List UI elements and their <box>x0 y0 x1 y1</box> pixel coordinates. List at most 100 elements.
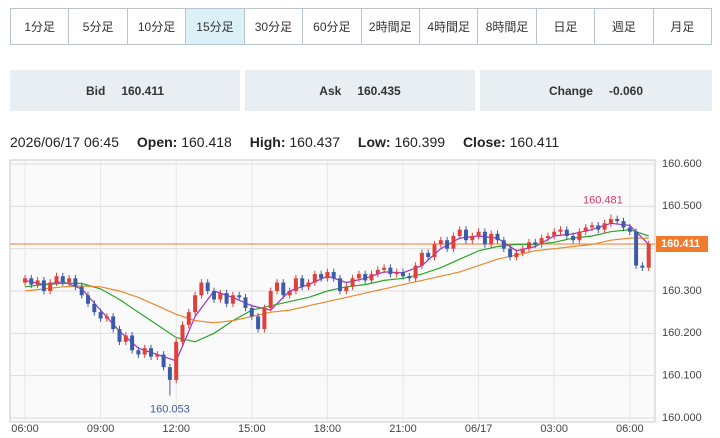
y-tick-label: 160.200 <box>662 327 702 339</box>
candle-body <box>438 240 443 245</box>
candle-body <box>426 252 431 258</box>
candle-body <box>331 271 336 279</box>
candle-body <box>237 295 242 298</box>
candle-body <box>344 286 349 291</box>
candle-body <box>29 278 34 285</box>
timeframe-tab[interactable]: 8時間足 <box>478 9 537 44</box>
candle-body <box>413 265 418 279</box>
candle-body <box>117 329 122 342</box>
candle-body <box>533 242 538 245</box>
timeframe-tab[interactable]: 30分足 <box>245 9 304 44</box>
candle-body <box>558 229 563 232</box>
change-label: Change <box>548 83 593 98</box>
candle-body <box>243 297 248 308</box>
candle-body <box>476 231 481 236</box>
x-tick-label: 06:00 <box>616 423 644 435</box>
candle-body <box>193 295 198 313</box>
moving-average <box>24 228 649 343</box>
annotation: 160.481 <box>583 194 623 206</box>
candle-body <box>577 231 582 241</box>
y-tick-label: 160.000 <box>662 412 702 424</box>
candle-body <box>646 244 651 268</box>
candle-body <box>621 221 626 228</box>
timeframe-tab[interactable]: 60分足 <box>303 9 362 44</box>
timeframe-tab[interactable]: 週足 <box>595 9 654 44</box>
x-tick-label: 21:00 <box>389 423 417 435</box>
candle-body <box>338 278 342 291</box>
candle-body <box>293 278 298 291</box>
candle-body <box>564 229 569 236</box>
candle-body <box>464 229 468 241</box>
ask-label: Ask <box>319 83 342 98</box>
candle-body <box>48 282 53 291</box>
timeframe-tab[interactable]: 10分足 <box>128 9 187 44</box>
candle-body <box>590 225 594 228</box>
x-tick-label: 12:00 <box>162 423 190 435</box>
timeframe-tab[interactable]: 5分足 <box>69 9 128 44</box>
ask-box: Ask 160.435 <box>245 70 475 111</box>
candle-body <box>369 274 374 281</box>
candle-body <box>186 312 191 325</box>
y-tick-label: 160.300 <box>662 285 702 297</box>
timeframe-tab[interactable]: 15分足 <box>186 9 245 44</box>
x-tick-label: 09:00 <box>87 423 115 435</box>
candle-body <box>382 267 387 270</box>
candle-body <box>199 282 204 296</box>
candle-body <box>142 348 147 355</box>
candle-body <box>363 274 368 281</box>
candle-body <box>407 276 412 279</box>
candle-body <box>583 227 588 232</box>
price-label-box <box>656 236 708 253</box>
candle-body <box>174 341 179 380</box>
candle-body <box>527 242 531 249</box>
open-label: Open: <box>136 134 178 150</box>
timeframe-tab[interactable]: 2時間足 <box>362 9 420 44</box>
candle-body <box>60 276 65 283</box>
candle-body <box>552 231 557 236</box>
candle-body <box>230 295 235 304</box>
candle-body <box>268 291 273 308</box>
candle-body <box>155 354 160 357</box>
candle-body <box>602 223 607 230</box>
candle-body <box>495 233 500 241</box>
candle-body <box>432 244 437 258</box>
timeframe-tab[interactable]: 1分足 <box>11 9 70 44</box>
bid-label: Bid <box>85 83 106 98</box>
low-label: Low: <box>357 134 391 150</box>
candle-body <box>111 316 116 330</box>
candle-body <box>104 316 109 319</box>
high-label: High: <box>249 134 286 150</box>
candle-body <box>634 231 639 266</box>
change-box: Change -0.060 <box>480 70 712 111</box>
candle-body <box>136 350 141 355</box>
candle-body <box>262 307 267 330</box>
candle-body <box>205 282 210 291</box>
ohlc-info: 2026/06/17 06:45 Open: 160.418 High: 160… <box>10 134 559 150</box>
timeframe-tab[interactable]: 日足 <box>537 9 596 44</box>
annotation: 160.053 <box>150 403 190 415</box>
candle-body <box>325 271 330 279</box>
candle-body <box>306 282 311 287</box>
candle-body <box>300 278 305 287</box>
candle-body <box>388 267 393 275</box>
candle-body <box>451 235 456 249</box>
candle-body <box>401 271 405 277</box>
high-value: 160.437 <box>289 134 340 150</box>
candle-body <box>508 248 513 258</box>
timeframe-tab[interactable]: 4時間足 <box>420 9 479 44</box>
candle-body <box>470 235 475 241</box>
candle-body <box>457 229 462 236</box>
candle-body <box>149 348 153 357</box>
candle-body <box>92 303 97 313</box>
candle-body <box>312 274 317 283</box>
timeframe-tab[interactable]: 月足 <box>670 20 695 34</box>
candle-body <box>640 265 645 268</box>
candle-body <box>596 225 601 230</box>
candle-body <box>218 293 223 300</box>
moving-average <box>24 237 649 324</box>
timeframe-tabs: 1分足 5分足 10分足 15分足 30分足 60分足 2時間足 4時間足 8時間足 日足 週足 月足 <box>10 8 712 45</box>
low-value: 160.399 <box>394 134 446 150</box>
x-tick-label: 03:00 <box>540 423 568 435</box>
candle-body <box>249 307 254 317</box>
